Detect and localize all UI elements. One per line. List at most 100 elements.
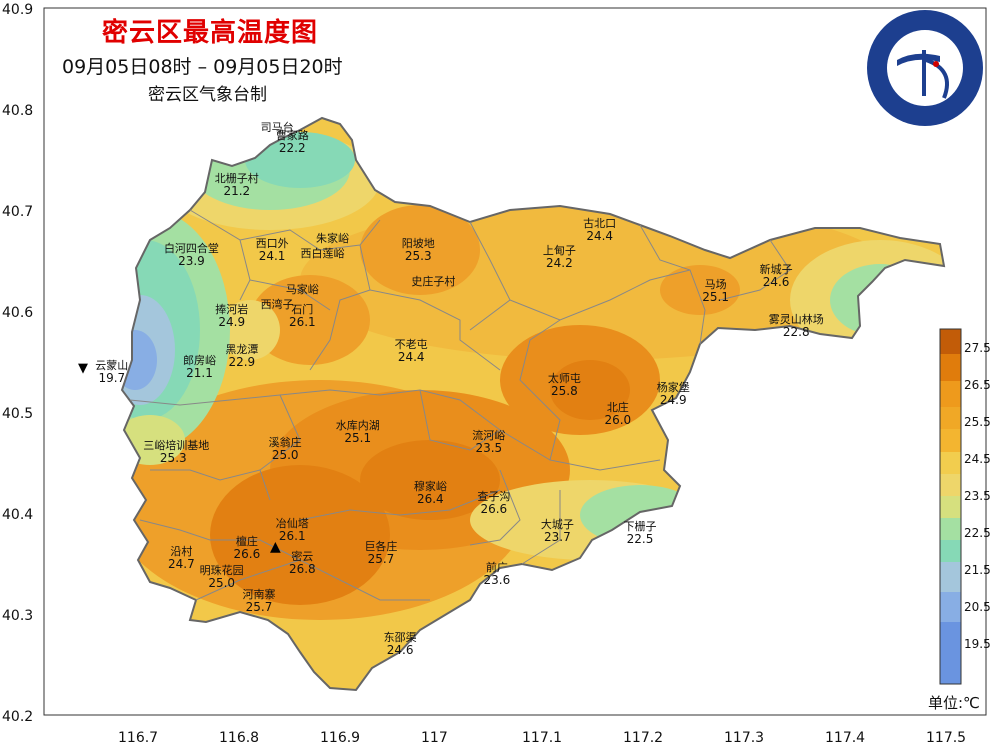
station-name: 西白莲峪 (300, 247, 345, 261)
station-name: 前广 (485, 560, 508, 574)
station-label: 朱家峪 (303, 233, 363, 245)
colorbar-tick-label: 19.5 (964, 637, 991, 651)
station-value: 24.6 (762, 274, 790, 289)
station-value: 22.8 (782, 325, 810, 340)
y-tick-label: 40.2 (2, 709, 34, 725)
station-name: 白河四合堂 (163, 242, 219, 256)
station-label: 大城子 23.7 (527, 519, 587, 545)
station-value: 24.1 (258, 249, 286, 264)
station-name: 不老屯 (394, 338, 428, 352)
station-name: 捧河岩 (215, 303, 249, 316)
unit-label: 单位:℃ (928, 694, 980, 712)
station-name: 石门 (291, 303, 314, 316)
station-name: 查子沟 (477, 489, 511, 503)
station-label: 不老屯 24.4 (381, 338, 441, 364)
station-name: 黑龙潭 (225, 343, 259, 357)
station-label: 太师屯 25.8 (534, 371, 594, 397)
x-tick-label: 117.5 (926, 730, 967, 746)
y-tick-label: 40.5 (2, 406, 34, 422)
station-value: 24.6 (386, 643, 414, 658)
station-name: 朱家峪 (316, 232, 350, 246)
station-name: 北栅子村 (214, 171, 259, 185)
station-name: 阳坡地 (401, 237, 435, 251)
station-value: 23.6 (483, 572, 511, 587)
station-value: 25.1 (344, 431, 372, 446)
station-value: 25.0 (208, 575, 236, 590)
station-name: 雾灵山林场 (768, 313, 824, 327)
station-value: 26.8 (288, 562, 316, 577)
station-label: 明珠花园 25.0 (192, 563, 252, 590)
station-name: 马场 (704, 277, 727, 291)
station-label: 郎房峪 21.1 (170, 353, 230, 379)
station-label: 曹家路 22.2 (262, 130, 322, 155)
station-name: 三峪培训基地 (143, 439, 210, 453)
station-label: 白河四合堂 23.9 (161, 242, 221, 268)
x-tick-label: 117.2 (623, 730, 664, 746)
station-label: 冶仙塔 26.1 (262, 518, 322, 544)
station-label: 西口外 24.1 (242, 237, 302, 264)
x-tick-label: 117.3 (724, 730, 765, 746)
station-label: 史庄子村 (403, 274, 463, 288)
y-tick-label: 40.9 (2, 2, 34, 18)
y-tick-label: 40.4 (2, 507, 34, 523)
plot-border (43, 7, 987, 716)
station-label: 下栅子 22.5 (610, 520, 670, 546)
station-label: 杨家堡 24.9 (643, 380, 703, 406)
station-name: 杨家堡 (656, 380, 690, 394)
station-label: 西湾子 (247, 298, 307, 311)
station-value: 26.0 (604, 412, 632, 427)
station-value: 26.1 (278, 529, 306, 544)
colorbar-tick-label: 26.5 (964, 378, 991, 392)
colorbar-tick-label: 22.5 (964, 526, 991, 540)
station-label: 西白莲峪 (292, 248, 352, 260)
y-tick-label: 40.3 (2, 608, 34, 624)
x-tick-label: 117.4 (825, 730, 866, 746)
station-value: 26.6 (480, 501, 508, 516)
station-label: 司马台 (247, 122, 307, 134)
station-label: 穆家峪 26.4 (400, 480, 460, 506)
station-label: 捧河岩 24.9 (202, 303, 262, 329)
station-value: 22.9 (228, 355, 256, 370)
colorbar-tick-label: 20.5 (964, 600, 991, 614)
x-tick-label: 116.9 (320, 730, 361, 746)
colorbar-tick-label: 23.5 (964, 489, 991, 503)
station-value: 19.7 (98, 370, 126, 385)
station-name: 下栅子 (623, 520, 657, 534)
station-label: 北栅子村 21.2 (207, 171, 267, 197)
station-label: 巨各庄 25.7 (351, 540, 411, 566)
station-name: 密云 (291, 550, 314, 564)
bms-logo (867, 10, 983, 126)
station-name: 郎房峪 (183, 353, 216, 367)
station-value: 26.4 (416, 491, 444, 506)
station-name: 古北口 (583, 217, 617, 231)
station-value: 25.7 (245, 599, 273, 614)
station-value: 25.3 (404, 249, 432, 264)
station-label: 马家峪 (272, 283, 332, 296)
station-value: 24.2 (546, 256, 573, 271)
station-name: 明珠花园 (199, 563, 244, 577)
station-label: 东邵渠 24.6 (370, 631, 430, 658)
station-name: 太师屯 (547, 371, 581, 385)
station-label: 三峪培训基地 25.3 (143, 440, 209, 466)
y-tick-label: 40.8 (2, 103, 34, 119)
station-name: 云蒙山 (95, 358, 129, 372)
station-name: 西口外 (255, 237, 289, 251)
station-value: 23.7 (543, 530, 571, 545)
station-name: 东邵渠 (383, 631, 417, 645)
station-name: 水库内湖 (335, 419, 380, 433)
station-value: 25.1 (702, 289, 729, 304)
station-name: 司马台 (260, 121, 294, 135)
station-label: 云蒙山 19.7 (82, 358, 142, 385)
x-tick-label: 116.8 (219, 730, 260, 746)
station-value: 23.5 (475, 441, 503, 456)
min-temp-marker: ▼ (78, 361, 88, 376)
station-label: 上甸子 24.2 (529, 245, 589, 271)
y-tick-label: 40.7 (2, 204, 34, 220)
station-label: 雾灵山林场 22.8 (766, 313, 826, 340)
station-value: 24.4 (586, 229, 614, 244)
station-name: 巨各庄 (364, 540, 398, 554)
station-label: 水库内湖 25.1 (328, 419, 388, 446)
station-name: 史庄子村 (411, 274, 456, 288)
station-value: 25.3 (159, 451, 187, 466)
